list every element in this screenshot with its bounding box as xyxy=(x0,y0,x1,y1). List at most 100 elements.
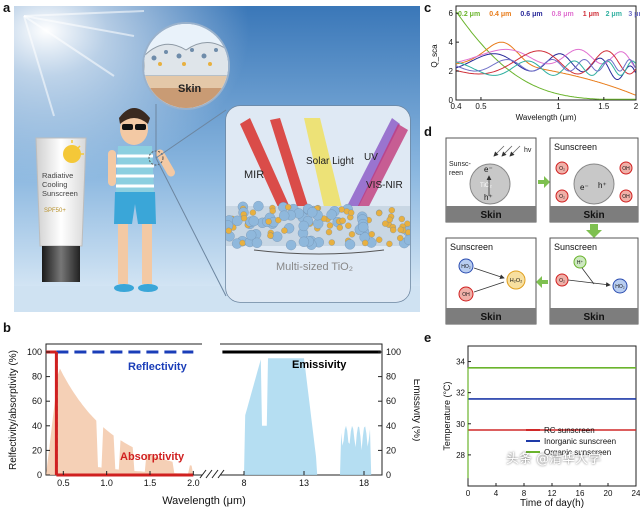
series-line-4 xyxy=(455,50,636,75)
x-tick-label: 4 xyxy=(494,489,499,498)
chart-b-ylabel-left: Relfectivity/absorptivity (%) xyxy=(8,350,19,470)
hv-label: hv xyxy=(524,147,532,154)
tio2-particle xyxy=(326,222,334,229)
sunscreen-label-4: Sunscreen xyxy=(450,242,493,252)
x-tick-label: 16 xyxy=(576,489,585,498)
y-tick-label: 0 xyxy=(37,470,42,480)
x-tick-label: 13 xyxy=(299,478,309,488)
tio2-particle xyxy=(397,234,404,242)
reflectivity-annotation: Reflectivity xyxy=(128,361,188,373)
axis-break-marks xyxy=(199,469,225,479)
x-tick-label: 18 xyxy=(359,478,369,488)
hole-label-1: h⁺ xyxy=(484,193,493,202)
o2-label-2: O₂ xyxy=(559,166,565,172)
tio2-particle xyxy=(386,216,393,223)
panel-a-illustration: Radiative Cooling Sunscreen SPF50+ xyxy=(14,6,420,312)
tio2-particle xyxy=(253,200,264,212)
tio2-particle xyxy=(246,229,257,241)
ho2-molecule-4 xyxy=(458,258,474,274)
tio2-particle xyxy=(249,209,257,216)
chart-b-xlabel: Wavelength (μm) xyxy=(162,495,246,507)
x-tick-label: 1 xyxy=(556,102,561,111)
tio2-particle xyxy=(239,239,246,247)
tube-spf: SPF50+ xyxy=(44,208,66,214)
x-tick-label: 0.4 xyxy=(450,102,462,111)
y-tick-label: 32 xyxy=(456,389,465,398)
tio2-particle xyxy=(376,236,383,243)
tio2-particle xyxy=(345,222,352,229)
tube-text-3: Sunscreen xyxy=(42,189,78,198)
x-tick-label: 20 xyxy=(604,489,613,498)
series-line-5 xyxy=(455,60,636,76)
legend-label-0: RC sunscreen xyxy=(544,426,595,435)
y-tick-label: 28 xyxy=(456,451,465,460)
legend-entry-0: 0.2 μm xyxy=(458,11,480,18)
series-line-3 xyxy=(455,48,636,69)
tio2-particle xyxy=(298,236,310,247)
tio2-particle xyxy=(362,239,369,247)
tio2-particle xyxy=(307,207,318,218)
skin-label-3: Skin xyxy=(583,312,604,323)
panel-d: Skin Sunsc- reen hv TiO₂ e⁻ h⁺ Skin Suns… xyxy=(444,134,640,326)
tio2-particle xyxy=(397,226,404,233)
y-tick-label-right: 100 xyxy=(386,347,401,357)
series-line-6 xyxy=(455,58,636,72)
skin-label-1: Skin xyxy=(480,210,501,221)
particle-inset: MIR Solar Light UV VIS-NIR Multi-sized T… xyxy=(225,105,411,303)
y-tick-label: 6 xyxy=(449,9,454,18)
chart-c-frame xyxy=(455,5,637,101)
panel-b-label: b xyxy=(3,320,11,335)
panel-c: 0.4 0.5 1 1.5 2 0 2 4 6 0.2 μm 0.4 μm 0.6 μm 0.8 μm… xyxy=(430,0,640,122)
panel-a-label: a xyxy=(3,0,11,15)
sun-logo-icon xyxy=(63,145,81,163)
tio2-particle xyxy=(344,239,356,250)
hole-label-2: h⁺ xyxy=(598,181,607,190)
absorptivity-annotation: Absorptivity xyxy=(120,451,185,463)
series-line-1 xyxy=(455,41,636,96)
chart-b-ylabel-right: Emissivity (%) xyxy=(411,379,420,442)
x-tick-label: 0.5 xyxy=(57,478,70,488)
x-tick-label: 24 xyxy=(632,489,640,498)
tio2-particle xyxy=(269,207,276,215)
chart-e-xlabel: Time of day(h) xyxy=(520,498,584,509)
tio2-particle xyxy=(398,215,405,223)
legend-label-1: Inorganic sunscreen xyxy=(544,437,616,446)
sunscreen-label-3: Sunscreen xyxy=(554,242,597,252)
light-arrows-icon xyxy=(493,145,521,157)
skin-label-4: Skin xyxy=(480,312,501,323)
y-tick-label: 20 xyxy=(32,445,42,455)
tio2-particle xyxy=(403,234,410,246)
ho2-label-3: HO₂ xyxy=(615,284,625,290)
chart-c-svg: 0.4 0.5 1 1.5 2 0 2 4 6 0.2 μm 0.4 μm 0.6 μm 0.8 μm… xyxy=(430,5,640,122)
y-tick-label-right: 80 xyxy=(386,372,396,382)
tio2-particle xyxy=(251,237,263,248)
oh-label-2a: OH xyxy=(622,166,630,172)
step-arrow-1 xyxy=(538,176,550,188)
solar-spectrum-area xyxy=(46,368,194,475)
tube-text-1: Radiative xyxy=(42,171,73,180)
chart-b-svg: 0.5 1.0 1.5 2.0 8 13 18 0 0 20 20 40 40 60 60 80 80 100 10… xyxy=(8,340,422,507)
tio2-particle xyxy=(390,226,397,234)
mechanism-step-2: Skin Sunscreen e⁻ h⁺ O₂ O₂ OH OH xyxy=(549,137,639,223)
hplus-label-3: H⁺ xyxy=(577,260,584,266)
skin-label: Skin xyxy=(178,83,202,95)
x-tick-label: 2.0 xyxy=(187,478,200,488)
chart-c-xlabel: Wavelength (μm) xyxy=(516,113,577,122)
oh-label-4: OH xyxy=(462,292,470,298)
o2rad-label-3: O₂ xyxy=(559,278,565,284)
cartoon-person xyxy=(108,108,175,292)
tio2-particle xyxy=(285,239,297,251)
panel-e-label: e xyxy=(424,330,432,345)
solar-light-label: Solar Light xyxy=(306,156,354,167)
tio2-particle xyxy=(248,215,259,227)
tio2-particle xyxy=(298,220,309,232)
tio2-particle xyxy=(281,227,288,234)
y-tick-label-right: 60 xyxy=(386,396,396,406)
y-tick-label: 2 xyxy=(449,67,454,76)
emissivity-annotation: Emissivity xyxy=(292,359,347,371)
tio2-particle xyxy=(348,209,355,216)
x-tick-label: 12 xyxy=(548,489,557,498)
chart-c-ylabel: Q_sca xyxy=(430,44,439,68)
legend-entry-1: 0.4 μm xyxy=(489,11,511,18)
y-tick-label-right: 40 xyxy=(386,421,396,431)
